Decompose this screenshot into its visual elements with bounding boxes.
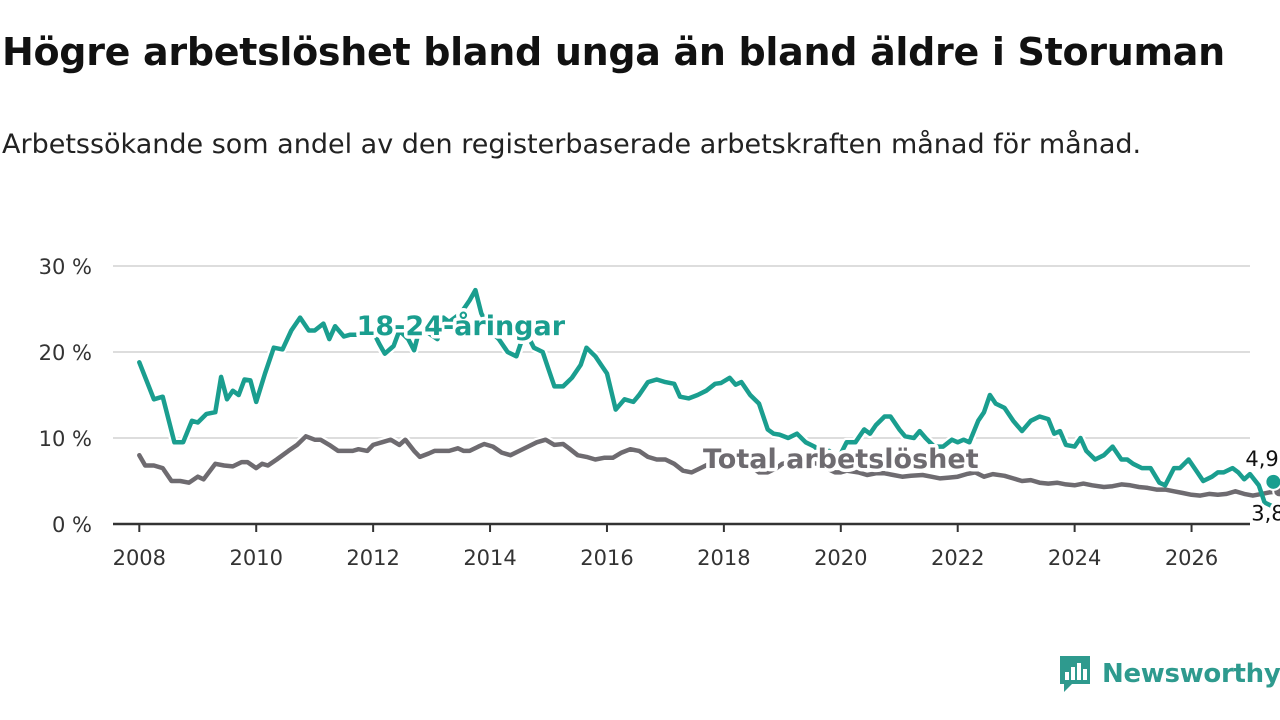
- y-tick-label: 30 %: [39, 255, 92, 279]
- end-marker-youth: [1264, 472, 1280, 491]
- series-line-youth: [137, 287, 1276, 510]
- x-tick-label: 2016: [580, 546, 633, 570]
- end-label-total: 3,8 %: [1251, 501, 1280, 525]
- series-label-total: Total arbetslöshet: [703, 444, 979, 475]
- x-tick-label: 2024: [1048, 546, 1101, 570]
- x-tick-label: 2010: [229, 546, 282, 570]
- end-label-total-halo: 3,8 %: [1251, 501, 1280, 525]
- series-label-halo-youth: 18-24-åringar: [357, 310, 566, 342]
- x-tick-label: 2018: [697, 546, 750, 570]
- end-label-youth-halo: 4,9 %: [1245, 447, 1280, 471]
- series-label-halo-total: Total arbetslöshet: [703, 444, 979, 475]
- series-line-total: [137, 434, 1280, 498]
- newsworthy-logo: Newsworthy: [1058, 654, 1280, 694]
- series-label-youth: 18-24-åringar: [357, 310, 566, 342]
- y-tick-label: 20 %: [39, 341, 92, 365]
- x-tick-label: 2020: [814, 546, 867, 570]
- brand-name: Newsworthy: [1102, 659, 1280, 689]
- chart-subtitle: Arbetssökande som andel av den registerb…: [2, 129, 1142, 160]
- y-tick-label: 0 %: [52, 513, 92, 537]
- x-tick-label: 2022: [931, 546, 984, 570]
- x-tick-label: 2012: [346, 546, 399, 570]
- chart-title: Högre arbetslöshet bland unga än bland ä…: [2, 30, 1225, 74]
- x-tick-label: 2014: [463, 546, 516, 570]
- y-tick-label: 10 %: [39, 427, 92, 451]
- x-tick-label: 2008: [113, 546, 166, 570]
- line-chart: 0 % 10 % 20 % 30 % 2008 2010 2012 2014 2016 2018 2…: [39, 255, 1280, 570]
- end-label-youth: 4,9 %: [1245, 447, 1280, 471]
- newsworthy-logo-icon: [1060, 656, 1090, 692]
- x-tick-label: 2026: [1165, 546, 1218, 570]
